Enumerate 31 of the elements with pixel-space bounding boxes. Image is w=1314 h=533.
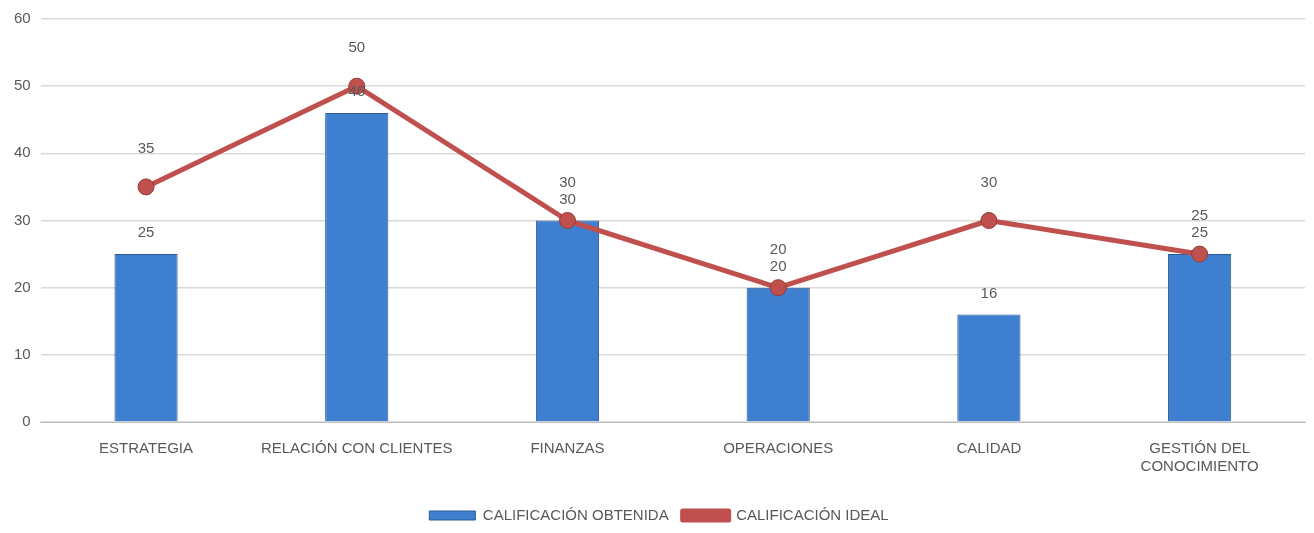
y-tick-label: 60 (14, 9, 31, 27)
point (769, 279, 787, 297)
point (980, 212, 998, 229)
legend-label: CALIFICACIÓN OBTENIDA (482, 505, 669, 523)
y-tick-label: 40 (14, 143, 31, 161)
x-tick-label: RELACIÓN CON CLIENTES (260, 439, 453, 457)
data-label: 20 (769, 256, 787, 274)
x-tick-label: ESTRATEGIA (99, 439, 193, 457)
point (1191, 245, 1209, 263)
data-label: 30 (559, 172, 576, 190)
x-tick-label: CALIDAD (956, 439, 1022, 457)
data-label: 30 (559, 189, 576, 207)
data-label: 35 (137, 139, 155, 157)
x-tick-label: FINANZAS (530, 439, 605, 457)
y-tick-label: 20 (14, 277, 31, 295)
y-tick-label: 10 (14, 344, 31, 362)
point (137, 178, 155, 196)
data-label: 25 (1191, 223, 1208, 241)
data-label: 30 (980, 172, 998, 190)
data-label: 25 (137, 223, 155, 241)
x-tick-label: GESTIÓN DEL CONOCIMIENTO (1140, 439, 1259, 475)
point (558, 212, 576, 229)
x-tick-label: OPERACIONES (723, 439, 834, 457)
y-tick-label: 30 (14, 210, 31, 228)
data-label: 25 (1191, 206, 1208, 224)
data-label: 50 (348, 38, 366, 56)
y-tick-label: 50 (14, 76, 31, 94)
data-label: 16 (980, 283, 998, 301)
legend-label: CALIFICACIÓN IDEAL (736, 505, 889, 523)
data-label: 20 (769, 239, 787, 257)
y-tick-label: 0 (22, 412, 31, 430)
